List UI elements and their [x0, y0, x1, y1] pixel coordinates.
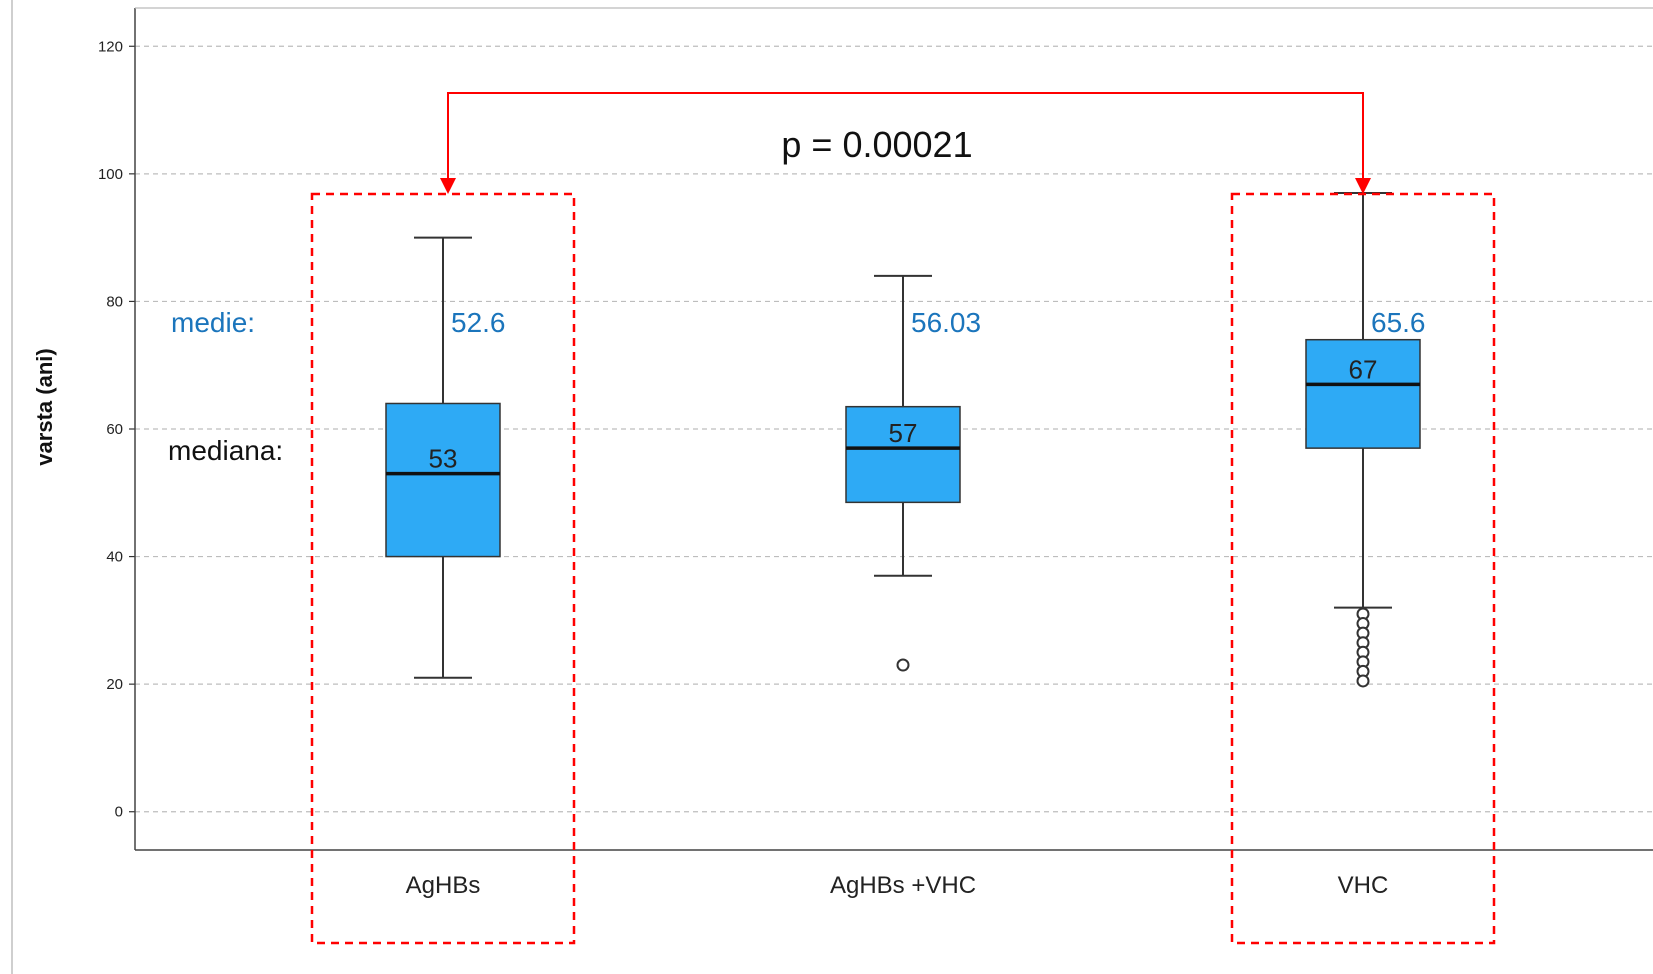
iqr-box [845, 405, 961, 504]
box-aghbs: 53 52.6 [385, 236, 506, 679]
arrowhead-left [440, 178, 456, 194]
mean-prefix-label: medie: [171, 307, 255, 338]
median-prefix-label: mediana: [168, 435, 283, 466]
outlier-point [1356, 674, 1370, 688]
p-value-label: p = 0.00021 [781, 124, 972, 165]
y-axis-label: varsta (ani) [32, 348, 57, 465]
outlier-point [896, 658, 910, 672]
x-category-label: AgHBs [406, 872, 481, 899]
y-tick-label: 100 [98, 166, 123, 183]
box-aghbs-vhc: 57 56.03 [845, 274, 981, 672]
mean-value-label: 52.6 [451, 307, 506, 338]
mean-value-label: 56.03 [911, 307, 981, 338]
y-tick-label: 20 [106, 676, 123, 693]
y-tick-label: 80 [106, 293, 123, 310]
axes: 0 20 40 60 80 100 120 AgHBs AgHBs +VHC VHC [11, 0, 1653, 974]
box-series: 53 52.6 57 56.03 67 65.6 [385, 191, 1426, 688]
y-tick-label: 120 [98, 38, 123, 55]
y-tick-label: 40 [106, 549, 123, 566]
bracket-line [447, 92, 1364, 180]
x-category-label: VHC [1338, 872, 1389, 899]
x-category-label: AgHBs +VHC [830, 872, 976, 899]
mean-value-label: 65.6 [1371, 307, 1426, 338]
highlight-frame [310, 192, 576, 945]
y-tick-label: 60 [106, 421, 123, 438]
y-tick-label: 0 [115, 804, 123, 821]
comparison-bracket [440, 92, 1371, 194]
box-vhc: 67 65.6 [1305, 191, 1426, 688]
median-value-label: 67 [1349, 354, 1378, 384]
median-value-label: 57 [889, 418, 918, 448]
arrowhead-right [1355, 178, 1371, 194]
iqr-box [385, 402, 501, 558]
median-value-label: 53 [429, 444, 458, 474]
iqr-box [1305, 338, 1421, 449]
